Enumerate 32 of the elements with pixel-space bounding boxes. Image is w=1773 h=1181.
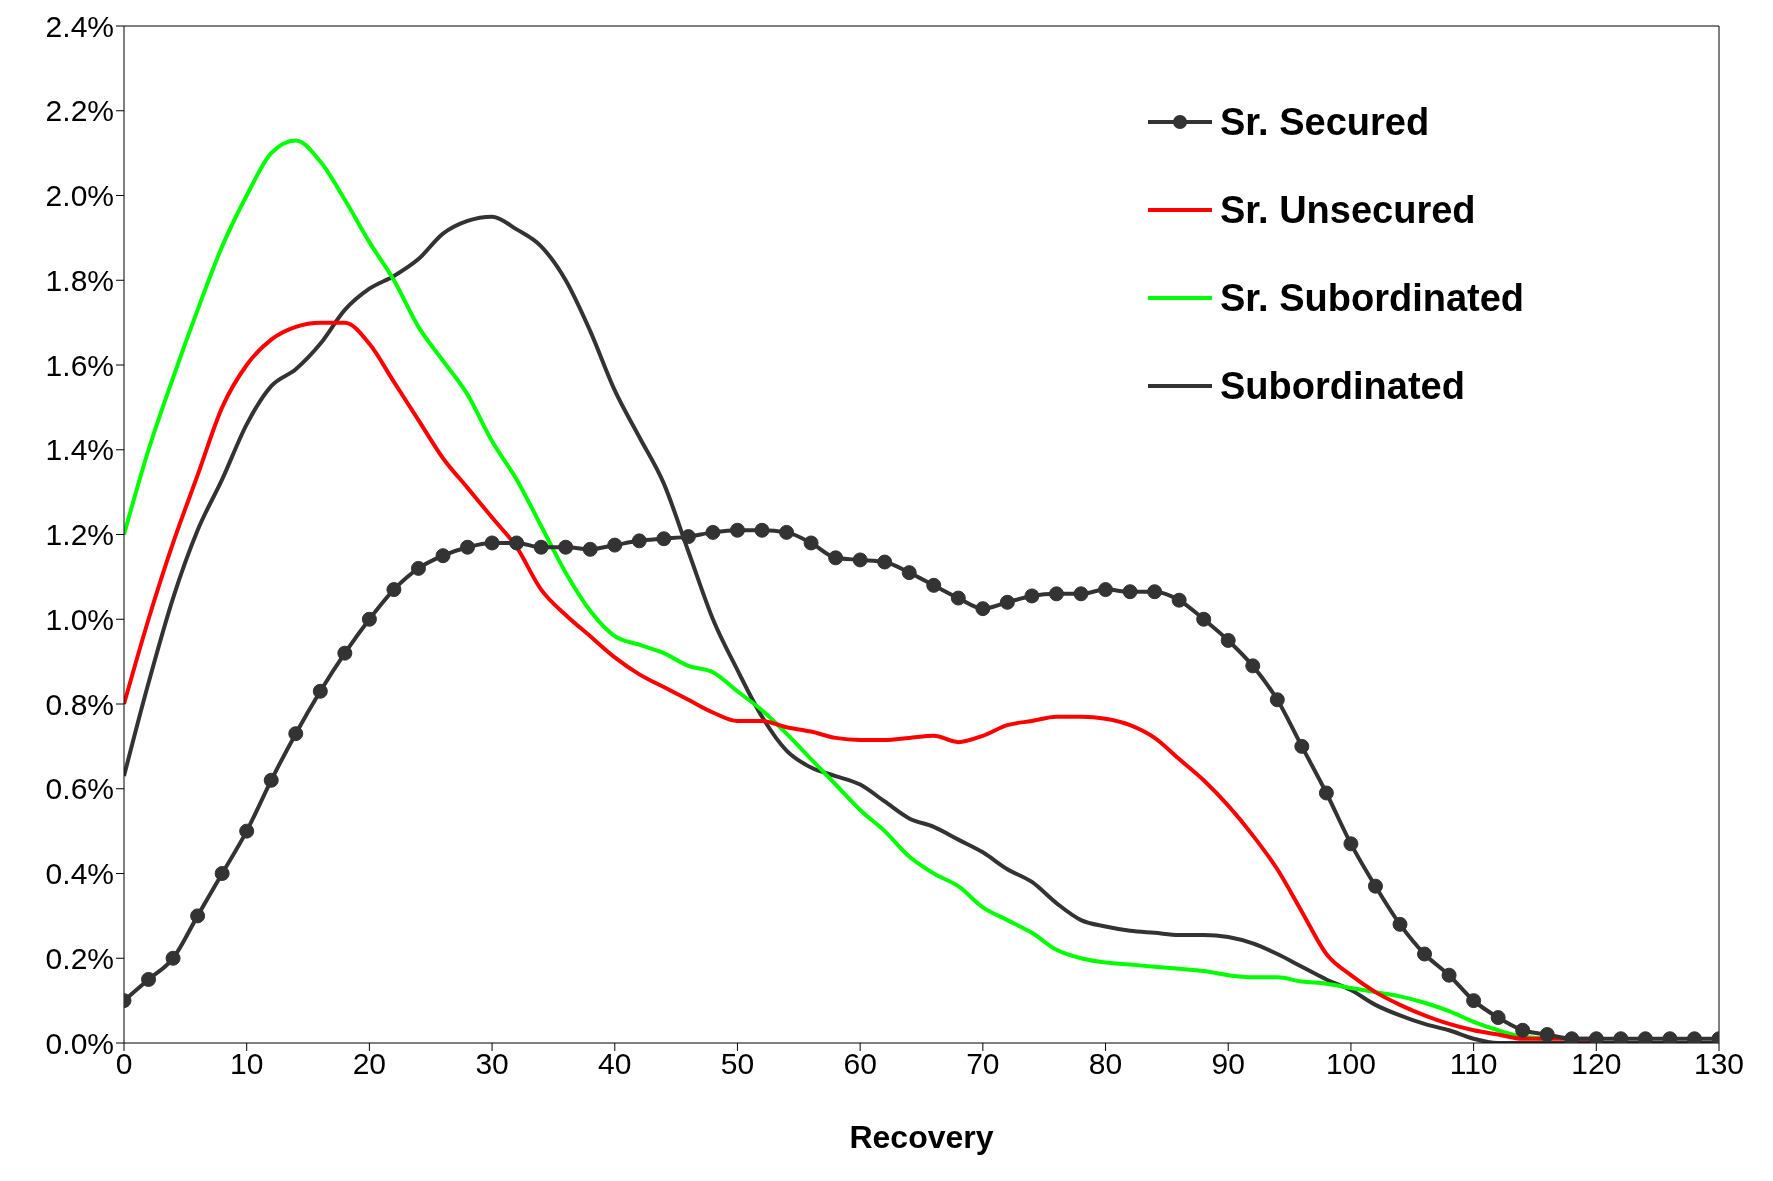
x-axis-title: Recovery <box>849 1119 994 1155</box>
x-tick-label: 100 <box>1325 1047 1376 1081</box>
x-tick-label: 80 <box>1088 1047 1123 1081</box>
x-tick-label: 10 <box>230 1047 264 1081</box>
y-tick-label: 1.2% <box>45 518 114 552</box>
x-tick-label: 20 <box>352 1047 387 1081</box>
y-tick-label: 1.8% <box>45 263 114 297</box>
y-tick-label: 1.4% <box>45 433 114 467</box>
y-tick-label: 2.2% <box>45 94 114 128</box>
y-tick-label: 1.6% <box>45 348 114 382</box>
x-tick-label: 120 <box>1571 1047 1622 1081</box>
x-tick-label: 30 <box>475 1047 509 1081</box>
y-tick-label: 2.0% <box>45 179 114 213</box>
y-tick-label: 0.4% <box>45 857 114 891</box>
x-tick-label: 90 <box>1211 1047 1245 1081</box>
x-tick-label: 130 <box>1693 1047 1745 1081</box>
y-tick-label: 0.8% <box>45 687 114 721</box>
y-tick-label: 1.0% <box>45 602 114 636</box>
x-tick-label: 110 <box>1449 1047 1498 1081</box>
x-tick-label: 40 <box>598 1047 632 1081</box>
x-tick-label: 50 <box>720 1047 755 1081</box>
legend-label: Subordinated <box>1220 364 1465 408</box>
x-tick-label: 60 <box>843 1047 877 1081</box>
legend-label: Sr. Subordinated <box>1220 276 1525 320</box>
x-tick-label: 0 <box>115 1047 133 1081</box>
legend-label: Sr. Secured <box>1220 100 1430 144</box>
x-tick-label: 70 <box>966 1047 1000 1081</box>
legend-label: Sr. Unsecured <box>1220 188 1476 232</box>
y-tick-label: 0.6% <box>45 772 114 806</box>
y-tick-label: 0.2% <box>45 941 114 975</box>
y-tick-label: 0.0% <box>45 1026 114 1060</box>
y-tick-label: 2.4% <box>45 9 114 43</box>
